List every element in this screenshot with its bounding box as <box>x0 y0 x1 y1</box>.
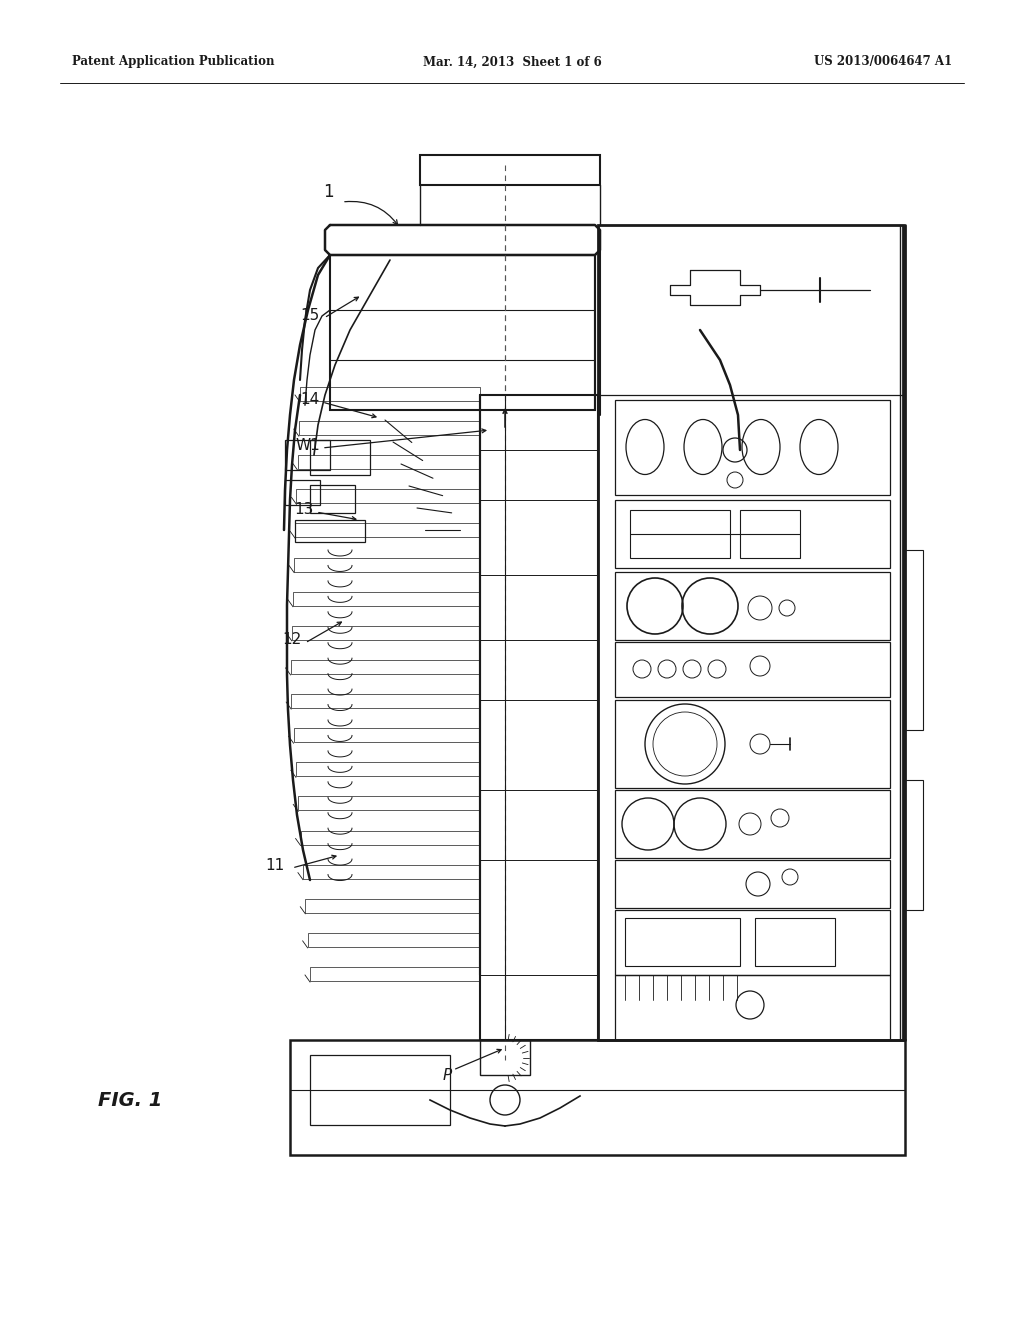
Bar <box>310 484 355 513</box>
Bar <box>755 917 835 966</box>
Bar <box>299 421 480 436</box>
Text: Mar. 14, 2013  Sheet 1 of 6: Mar. 14, 2013 Sheet 1 of 6 <box>423 55 601 69</box>
Bar <box>420 154 600 185</box>
Bar <box>630 510 730 558</box>
Bar <box>615 400 890 495</box>
Bar <box>598 224 903 1040</box>
Bar <box>294 557 480 572</box>
Bar <box>307 933 480 946</box>
Bar <box>310 968 480 981</box>
Bar <box>480 395 598 1040</box>
Bar <box>615 572 890 640</box>
Bar <box>615 909 890 975</box>
Bar <box>905 550 923 730</box>
Text: US 2013/0064647 A1: US 2013/0064647 A1 <box>814 55 952 69</box>
Bar <box>296 762 480 776</box>
Bar <box>615 789 890 858</box>
Bar <box>740 510 800 558</box>
Bar <box>294 729 480 742</box>
Text: FIG. 1: FIG. 1 <box>98 1090 162 1110</box>
Bar <box>615 975 890 1040</box>
Bar <box>305 899 480 912</box>
Bar <box>905 780 923 909</box>
Bar <box>310 440 370 475</box>
Bar <box>480 1040 530 1074</box>
Bar <box>291 694 480 708</box>
Bar <box>301 830 480 845</box>
Bar <box>290 1040 905 1155</box>
Text: P: P <box>443 1068 453 1082</box>
Bar <box>625 917 740 966</box>
Text: 11: 11 <box>265 858 285 873</box>
Bar <box>285 440 330 470</box>
Text: 12: 12 <box>282 632 301 648</box>
Bar <box>303 865 480 879</box>
Bar <box>330 255 595 411</box>
Bar <box>298 455 480 469</box>
Bar <box>615 861 890 908</box>
Bar <box>292 626 480 640</box>
Text: 1: 1 <box>323 183 334 201</box>
Bar <box>615 700 890 788</box>
Bar <box>615 500 890 568</box>
Bar <box>300 387 480 401</box>
Bar <box>310 1055 450 1125</box>
Text: 13: 13 <box>294 503 313 517</box>
Text: 14: 14 <box>300 392 319 408</box>
Text: Patent Application Publication: Patent Application Publication <box>72 55 274 69</box>
Bar <box>293 591 480 606</box>
Bar <box>297 490 480 503</box>
Bar <box>298 796 480 810</box>
Text: W1: W1 <box>295 437 319 453</box>
Text: 15: 15 <box>300 308 319 322</box>
Bar <box>291 660 480 675</box>
Bar <box>285 480 319 506</box>
Bar <box>295 524 480 537</box>
Bar <box>295 520 365 543</box>
Bar <box>615 642 890 697</box>
